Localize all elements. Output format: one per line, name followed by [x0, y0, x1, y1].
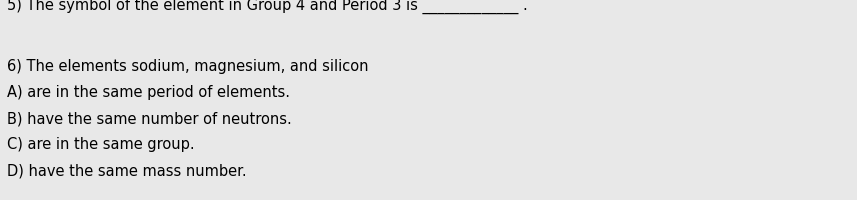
Text: C) are in the same group.: C) are in the same group.	[7, 137, 195, 152]
Text: D) have the same mass number.: D) have the same mass number.	[7, 163, 247, 178]
Text: 5) The symbol of the element in Group 4 and Period 3 is _____________ .: 5) The symbol of the element in Group 4 …	[7, 0, 528, 14]
Text: A) are in the same period of elements.: A) are in the same period of elements.	[7, 85, 290, 100]
Text: B) have the same number of neutrons.: B) have the same number of neutrons.	[7, 111, 291, 126]
Text: 6) The elements sodium, magnesium, and silicon: 6) The elements sodium, magnesium, and s…	[7, 59, 369, 74]
